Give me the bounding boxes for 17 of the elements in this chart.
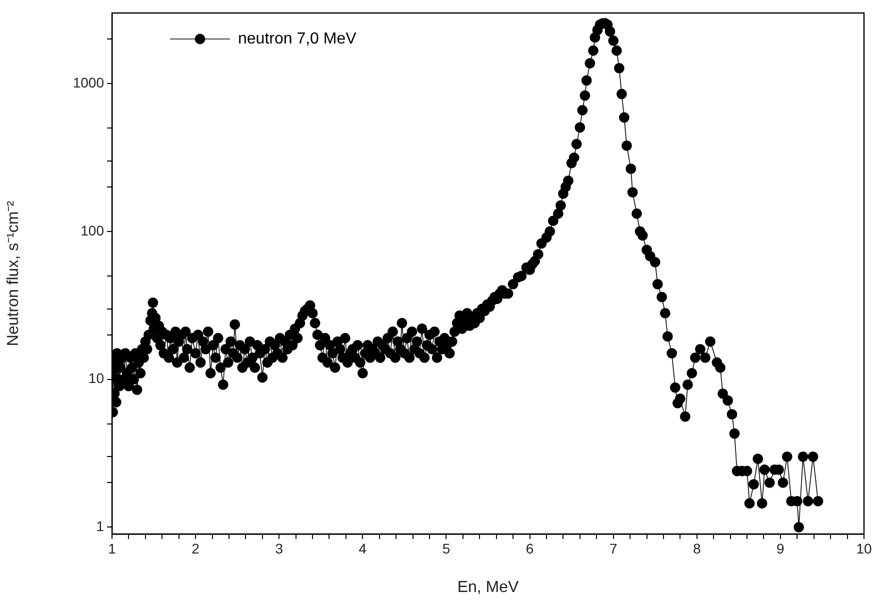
y-axis-title: Neutron flux, s⁻¹cm⁻²	[5, 200, 22, 346]
y-tick-label: 1000	[72, 74, 104, 90]
x-tick-label: 1	[108, 540, 116, 556]
x-axis-title: En, MeV	[457, 578, 520, 596]
y-tick-label: 1	[96, 518, 104, 534]
x-tick-label: 6	[526, 540, 534, 556]
x-tick-label: 3	[275, 540, 284, 556]
x-tick-label: 4	[358, 540, 367, 556]
x-tick-label: 10	[856, 540, 872, 556]
x-tick-label: 2	[192, 540, 200, 556]
y-tick-label: 10	[88, 370, 104, 386]
x-tick-label: 5	[442, 540, 450, 556]
x-tick-label: 8	[692, 540, 701, 556]
y-tick-label: 100	[80, 222, 104, 238]
legend-label: neutron 7,0 MeV	[238, 30, 357, 48]
x-tick-label: 7	[609, 540, 618, 556]
x-tick-label: 9	[776, 540, 785, 556]
